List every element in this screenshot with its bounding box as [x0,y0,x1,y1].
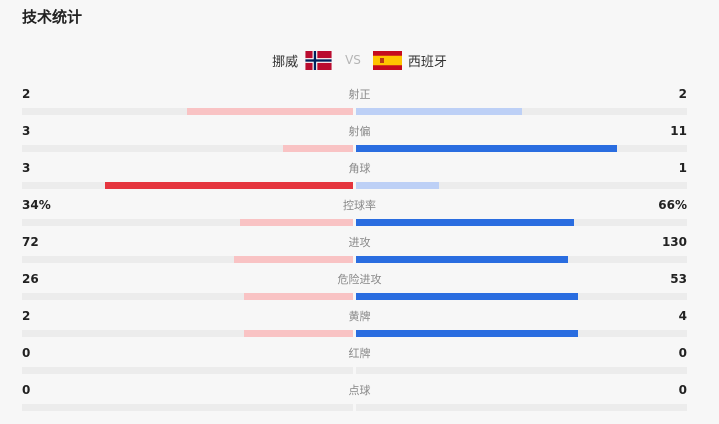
home-stat-bar-track [22,182,353,189]
stat-row: 26 危险进攻 53 [0,271,719,308]
away-stat-bar [356,145,617,152]
home-stat-bar [187,108,353,115]
home-stat-value: 26 [22,272,39,286]
stat-label: 射正 [348,88,371,101]
spain-flag-icon [372,50,402,70]
teams-header: 挪威 VS 西班牙 [0,48,719,72]
home-stat-bar-track [22,330,353,337]
away-stat-bar-track [356,256,687,263]
away-stat-value: 130 [661,235,687,249]
home-team-name: 挪威 [272,54,299,70]
away-stat-bar-track [356,108,687,115]
stat-label: 角球 [348,162,371,175]
away-stat-bar [356,182,439,189]
home-stat-bar-track [22,145,353,152]
away-stat-bar [356,330,578,337]
vs-label: VS [345,53,361,67]
away-stat-value: 11 [670,124,687,138]
stat-label: 危险进攻 [337,273,382,286]
stats-list: 2 射正 2 3 射偏 11 3 角球 1 34% 控球率 66% 72 进攻 130 26 危险进攻 53 2 黄牌… [0,86,719,419]
home-team: 挪威 [272,50,333,70]
away-stat-bar-track [356,182,687,189]
stat-label: 红牌 [348,347,371,360]
stat-label: 点球 [348,384,371,397]
away-stat-bar-track [356,404,687,411]
away-stat-bar-track [356,330,687,337]
away-stat-value: 4 [678,309,687,323]
home-stat-value: 72 [22,235,39,249]
home-stat-value: 0 [22,383,31,397]
away-stat-value: 0 [678,346,687,360]
stat-row: 34% 控球率 66% [0,197,719,234]
home-stat-bar-track [22,256,353,263]
stat-label: 黄牌 [348,310,371,323]
home-stat-bar-track [22,293,353,300]
stat-row: 0 红牌 0 [0,345,719,382]
away-stat-value: 66% [658,198,687,212]
away-stat-bar [356,256,568,263]
stat-row: 3 角球 1 [0,160,719,197]
away-stat-bar [356,293,578,300]
home-stat-bar-track [22,367,353,374]
stat-row: 2 黄牌 4 [0,308,719,345]
home-stat-bar [240,219,353,226]
home-stat-value: 2 [22,87,31,101]
home-stat-bar [283,145,353,152]
home-stat-bar-track [22,219,353,226]
away-stat-bar [356,219,574,226]
away-stat-value: 1 [678,161,687,175]
home-stat-value: 3 [22,161,31,175]
stat-label: 控球率 [343,199,376,212]
away-stat-value: 53 [670,272,687,286]
home-stat-bar [234,256,353,263]
away-stat-value: 0 [678,383,687,397]
norway-flag-icon [305,50,332,70]
home-stat-bar [244,330,353,337]
stat-label: 射偏 [348,125,371,138]
away-stat-bar-track [356,219,687,226]
away-stat-value: 2 [678,87,687,101]
stat-row: 0 点球 0 [0,382,719,419]
away-team: 西班牙 [372,50,447,70]
stat-row: 72 进攻 130 [0,234,719,271]
away-stat-bar-track [356,145,687,152]
away-stat-bar [356,108,522,115]
page-title: 技术统计 [22,8,83,26]
home-stat-value: 34% [22,198,51,212]
home-stat-bar-track [22,108,353,115]
away-stat-bar-track [356,367,687,374]
home-stat-value: 3 [22,124,31,138]
home-stat-bar [244,293,353,300]
home-stat-value: 2 [22,309,31,323]
stat-label: 进攻 [348,236,371,249]
stat-row: 2 射正 2 [0,86,719,123]
away-team-name: 西班牙 [407,54,447,70]
away-stat-bar-track [356,293,687,300]
home-stat-bar [105,182,353,189]
home-stat-bar-track [22,404,353,411]
stat-row: 3 射偏 11 [0,123,719,160]
home-stat-value: 0 [22,346,31,360]
